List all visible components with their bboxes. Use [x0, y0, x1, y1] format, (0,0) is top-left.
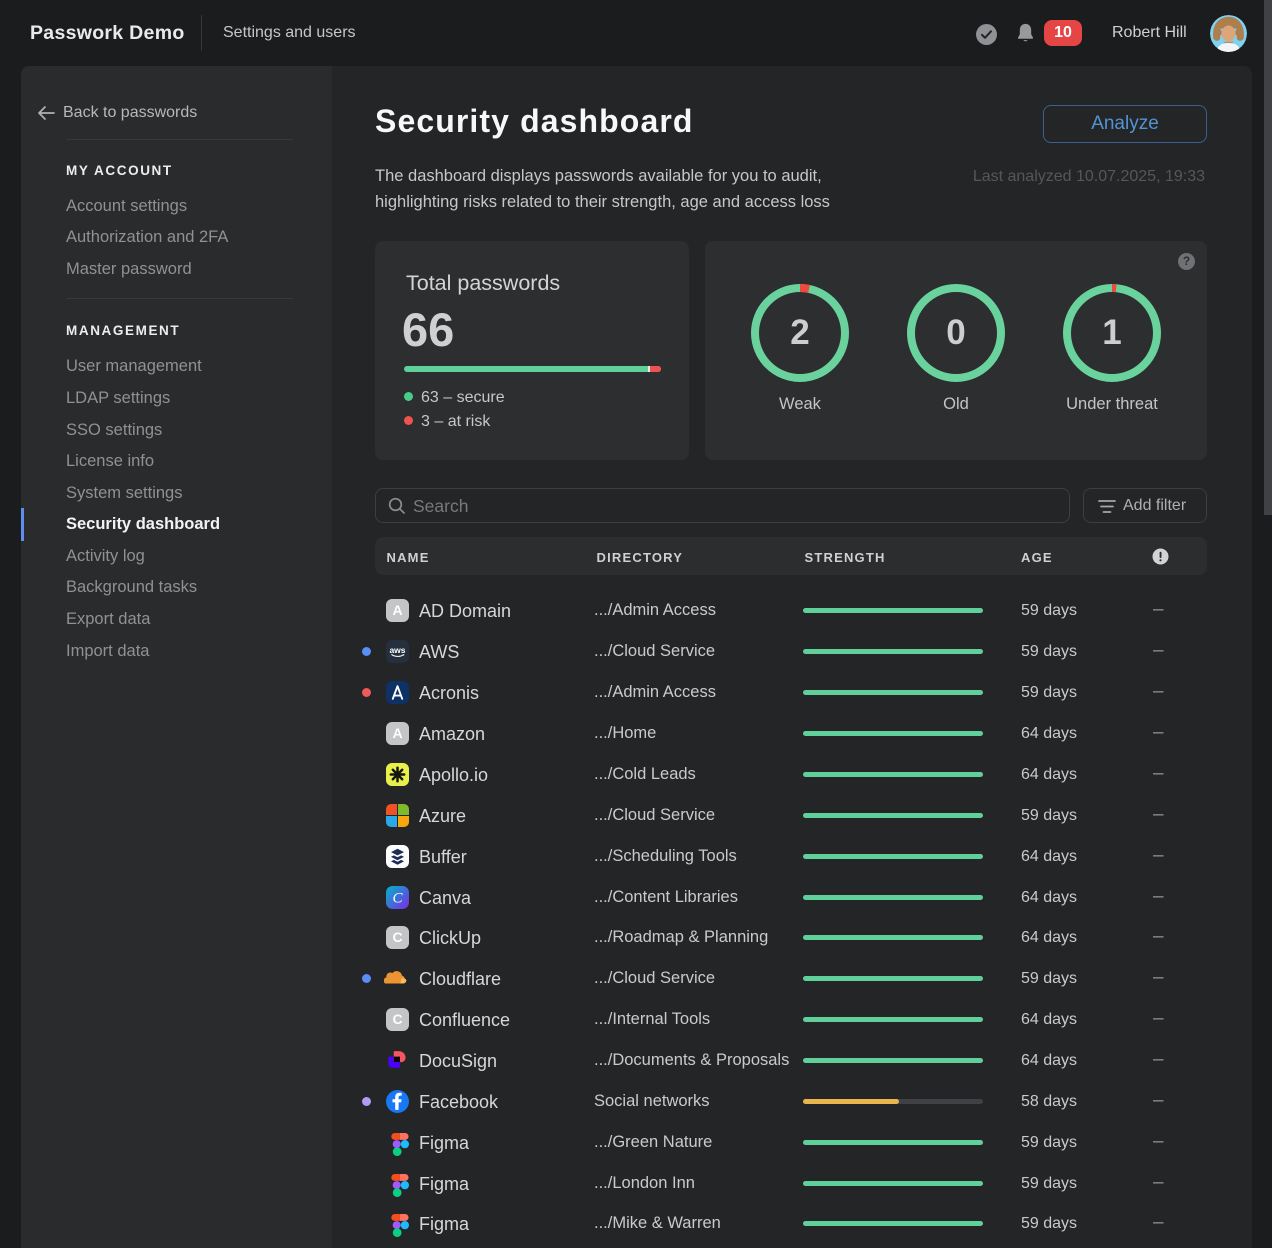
svg-text:C: C [392, 890, 403, 906]
svg-text:aws: aws [389, 645, 405, 655]
